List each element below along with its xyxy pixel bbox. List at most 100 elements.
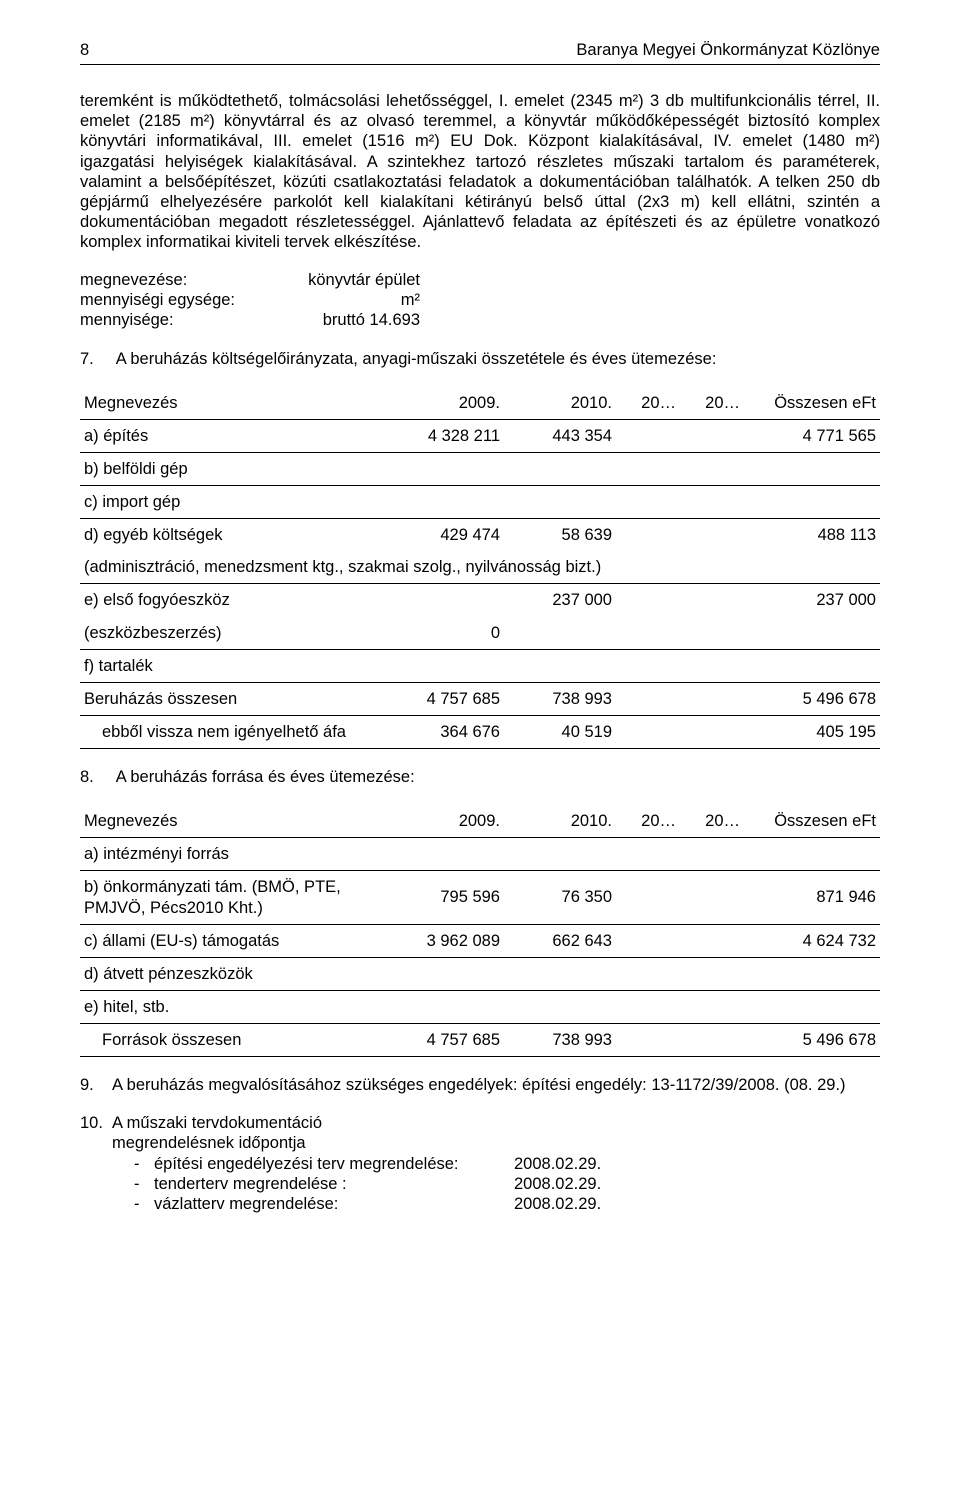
table-header-cell: 2009. (384, 387, 504, 420)
table-cell: 58 639 (504, 519, 616, 552)
section-7-heading: 7. A beruházás költségelőirányzata, anya… (80, 349, 880, 369)
spec-name-value: könyvtár épület (280, 270, 420, 290)
list-item-value: 2008.02.29. (514, 1154, 601, 1174)
section-9: 9. A beruházás megvalósításához szüksége… (80, 1075, 880, 1095)
section-10-num: 10. (80, 1113, 112, 1153)
section-10-line1: A műszaki tervdokumentáció (112, 1113, 322, 1133)
table-cell (504, 957, 616, 990)
table-cell (616, 519, 680, 552)
table-cell (680, 990, 744, 1023)
table-cell: (eszközbeszerzés) (80, 617, 384, 650)
spec-qty-value: bruttó 14.693 (280, 310, 420, 330)
header-title: Baranya Megyei Önkormányzat Közlönye (576, 40, 880, 60)
table-cell (504, 838, 616, 871)
section-10: 10. A műszaki tervdokumentáció megrendel… (80, 1113, 880, 1214)
table-header-cell: 2010. (504, 805, 616, 838)
table-cell (616, 452, 680, 485)
costs-table: Megnevezés2009.2010.20…20…Összesen eFta)… (80, 387, 880, 749)
table-cell: 4 757 685 (384, 1024, 504, 1057)
table-header-cell: Megnevezés (80, 387, 384, 420)
section-9-text: A beruházás megvalósításához szükséges e… (112, 1075, 846, 1095)
table-note-cell: (adminisztráció, menedzsment ktg., szakm… (80, 551, 880, 584)
spec-block: megnevezése: könyvtár épület mennyiségi … (80, 270, 880, 330)
dash-icon: - (134, 1154, 154, 1174)
table-cell (616, 682, 680, 715)
table-cell (504, 452, 616, 485)
table-cell (744, 838, 880, 871)
dash-icon: - (134, 1174, 154, 1194)
table-cell: Beruházás összesen (80, 682, 384, 715)
table-cell (384, 584, 504, 617)
table-cell (680, 617, 744, 650)
table-cell: c) import gép (80, 486, 384, 519)
table-cell: 5 496 678 (744, 682, 880, 715)
table-cell (384, 649, 504, 682)
section-9-num: 9. (80, 1075, 112, 1095)
table-cell (744, 957, 880, 990)
table-header-cell: Összesen eFt (744, 387, 880, 420)
table-cell (616, 871, 680, 924)
table-cell (616, 990, 680, 1023)
table-cell: 738 993 (504, 682, 616, 715)
table-row: ebből vissza nem igényelhető áfa364 6764… (80, 715, 880, 748)
table-cell (616, 584, 680, 617)
table-cell (616, 649, 680, 682)
table-cell: d) egyéb költségek (80, 519, 384, 552)
table-cell: 662 643 (504, 924, 616, 957)
table-cell: e) hitel, stb. (80, 990, 384, 1023)
section-8-title: A beruházás forrása és éves ütemezése: (116, 768, 415, 786)
list-item-label: tenderterv megrendelése : (154, 1174, 514, 1194)
table-cell (680, 452, 744, 485)
table-cell: d) átvett pénzeszközök (80, 957, 384, 990)
table-cell (680, 838, 744, 871)
table-cell (504, 617, 616, 650)
table-cell: 0 (384, 617, 504, 650)
spec-qty-label: mennyisége: (80, 310, 280, 330)
table-header-cell: Összesen eFt (744, 805, 880, 838)
table-cell (680, 649, 744, 682)
table-header-cell: Megnevezés (80, 805, 384, 838)
table-cell (680, 957, 744, 990)
table-cell (504, 486, 616, 519)
table-cell (616, 957, 680, 990)
table-cell (616, 715, 680, 748)
table-cell: 429 474 (384, 519, 504, 552)
table-cell (744, 452, 880, 485)
table-header-cell: 20… (680, 387, 744, 420)
table-cell (680, 715, 744, 748)
spec-name-label: megnevezése: (80, 270, 280, 290)
table-cell (616, 924, 680, 957)
section-7-title: A beruházás költségelőirányzata, anyagi-… (116, 350, 717, 368)
table-cell: a) intézményi forrás (80, 838, 384, 871)
table-cell: c) állami (EU-s) támogatás (80, 924, 384, 957)
table-row: b) önkormányzati tám. (BMÖ, PTE, PMJVÖ, … (80, 871, 880, 924)
table-cell (680, 419, 744, 452)
spec-unit-label: mennyiségi egysége: (80, 290, 280, 310)
table-row: c) import gép (80, 486, 880, 519)
spec-unit-value: m² (280, 290, 420, 310)
table-cell (680, 519, 744, 552)
table-cell (384, 486, 504, 519)
table-row: c) állami (EU-s) támogatás3 962 089662 6… (80, 924, 880, 957)
table-cell: b) belföldi gép (80, 452, 384, 485)
table-cell: 795 596 (384, 871, 504, 924)
page-number: 8 (80, 40, 89, 60)
table-header-cell: 20… (616, 805, 680, 838)
table-cell: 3 962 089 (384, 924, 504, 957)
table-cell: 5 496 678 (744, 1024, 880, 1057)
table-cell: 405 195 (744, 715, 880, 748)
table-header-cell: 2009. (384, 805, 504, 838)
table-cell: 4 771 565 (744, 419, 880, 452)
table-cell (744, 649, 880, 682)
table-cell: 237 000 (744, 584, 880, 617)
table-cell: 871 946 (744, 871, 880, 924)
table-cell: Források összesen (80, 1024, 384, 1057)
list-item-value: 2008.02.29. (514, 1174, 601, 1194)
table-cell (616, 838, 680, 871)
table-cell (744, 617, 880, 650)
table-header-cell: 2010. (504, 387, 616, 420)
list-item: -vázlatterv megrendelése:2008.02.29. (134, 1194, 880, 1214)
table-cell: e) első fogyóeszköz (80, 584, 384, 617)
table-row: Források összesen4 757 685738 9935 496 6… (80, 1024, 880, 1057)
table-cell (616, 419, 680, 452)
